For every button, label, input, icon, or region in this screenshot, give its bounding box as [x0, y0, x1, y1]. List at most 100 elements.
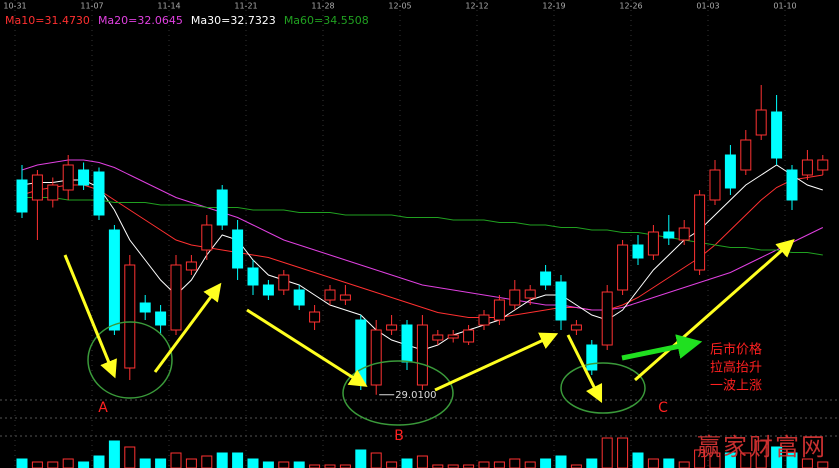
- volume-bar: [601, 437, 613, 468]
- arrow: [63, 254, 117, 379]
- note-line: 拉高抬升: [710, 360, 762, 376]
- candle-body: [555, 281, 567, 321]
- annotations: [63, 239, 795, 426]
- candle-body: [416, 324, 428, 386]
- volume-bar: [278, 461, 290, 468]
- volume-bar: [416, 455, 428, 468]
- volume-bar: [139, 458, 151, 468]
- candle-body: [262, 284, 274, 296]
- candle-body: [139, 302, 151, 313]
- volume-bar: [755, 440, 767, 468]
- volume-bar: [355, 449, 367, 468]
- volume-bar: [370, 452, 382, 468]
- candle-body: [709, 169, 721, 201]
- candle-body: [432, 334, 444, 341]
- candle-body: [309, 311, 321, 323]
- x-tick-label: 12-12: [465, 2, 488, 11]
- volume-bar: [524, 461, 536, 468]
- candle-body: [724, 154, 736, 189]
- candle-body: [216, 189, 228, 226]
- volume-bar: [617, 437, 629, 468]
- candle-body: [755, 109, 767, 136]
- candle-body: [324, 289, 336, 301]
- candle-body: [170, 264, 182, 331]
- candle-body: [339, 294, 351, 301]
- candle-body: [801, 159, 813, 176]
- candle-body: [293, 289, 305, 306]
- x-tick-label: 12-05: [388, 2, 411, 11]
- volume-bar: [540, 458, 552, 468]
- volume-bar: [632, 452, 644, 468]
- x-tick-label: 11-14: [157, 2, 180, 11]
- candle-body: [632, 244, 644, 259]
- candle-body: [232, 229, 244, 269]
- ma-line: [22, 197, 823, 256]
- volume-bar: [293, 461, 305, 468]
- volume-bar: [155, 458, 167, 468]
- arrow: [246, 308, 368, 387]
- legend-entry: Ma30=32.7323: [191, 14, 276, 27]
- candle-body: [201, 224, 213, 251]
- arrow: [153, 282, 222, 373]
- ellipse: [342, 360, 454, 426]
- candle-body: [247, 267, 259, 286]
- candle-body: [108, 229, 120, 331]
- candle-body: [663, 231, 675, 239]
- volume-bar: [108, 440, 120, 468]
- candle-body: [694, 194, 706, 271]
- volume-bar: [447, 464, 459, 468]
- candle-body: [16, 179, 28, 213]
- candle-body: [31, 174, 43, 201]
- volume-bar: [786, 452, 798, 468]
- volume-bar: [586, 458, 598, 468]
- candle-body: [617, 244, 629, 291]
- x-tick-label: 12-19: [542, 2, 565, 11]
- candle-body: [185, 261, 197, 271]
- volume-bar: [663, 458, 675, 468]
- arrow: [566, 334, 603, 404]
- candle-body: [678, 227, 690, 241]
- volume-bar: [62, 458, 74, 468]
- point-label: C: [658, 400, 668, 416]
- volume-bar: [817, 461, 829, 468]
- candle-body: [401, 324, 413, 363]
- candle-body: [386, 324, 398, 331]
- volume-bar: [463, 464, 475, 468]
- volume-bar: [16, 458, 28, 468]
- ellipse: [87, 321, 173, 399]
- volume-bar: [232, 452, 244, 468]
- volume-bar: [78, 461, 90, 468]
- volume-bar: [555, 455, 567, 468]
- candle-body: [370, 329, 382, 386]
- volume-bar: [724, 452, 736, 468]
- volume-bar: [678, 461, 690, 468]
- volume-bar: [262, 461, 274, 468]
- candle-body: [62, 164, 74, 191]
- candle-body: [47, 184, 59, 201]
- x-tick-label: 11-21: [234, 2, 257, 11]
- low-label: 29.0100: [395, 390, 436, 401]
- legend-entry: Ma10=31.4730: [5, 14, 90, 27]
- x-tick-label: 12-26: [619, 2, 642, 11]
- candle-body: [786, 169, 798, 201]
- volume-bar: [432, 464, 444, 468]
- candle-body: [278, 274, 290, 291]
- candle-body: [817, 159, 829, 171]
- volume-bar: [170, 452, 182, 468]
- candle-body: [771, 111, 783, 159]
- arrow: [434, 332, 559, 392]
- candle-body: [570, 324, 582, 331]
- volume-bar: [570, 464, 582, 468]
- volume-bar: [324, 464, 336, 468]
- candle-body: [493, 299, 505, 321]
- candle-body: [124, 264, 136, 369]
- volume-bar: [124, 446, 136, 468]
- candle-body: [524, 289, 536, 299]
- point-label: A: [98, 400, 108, 416]
- volume-bar: [201, 455, 213, 468]
- volume-bar: [93, 455, 105, 468]
- volume-bar: [801, 458, 813, 468]
- watermark: 赢家财富网: [697, 433, 827, 461]
- volume-bar: [647, 458, 659, 468]
